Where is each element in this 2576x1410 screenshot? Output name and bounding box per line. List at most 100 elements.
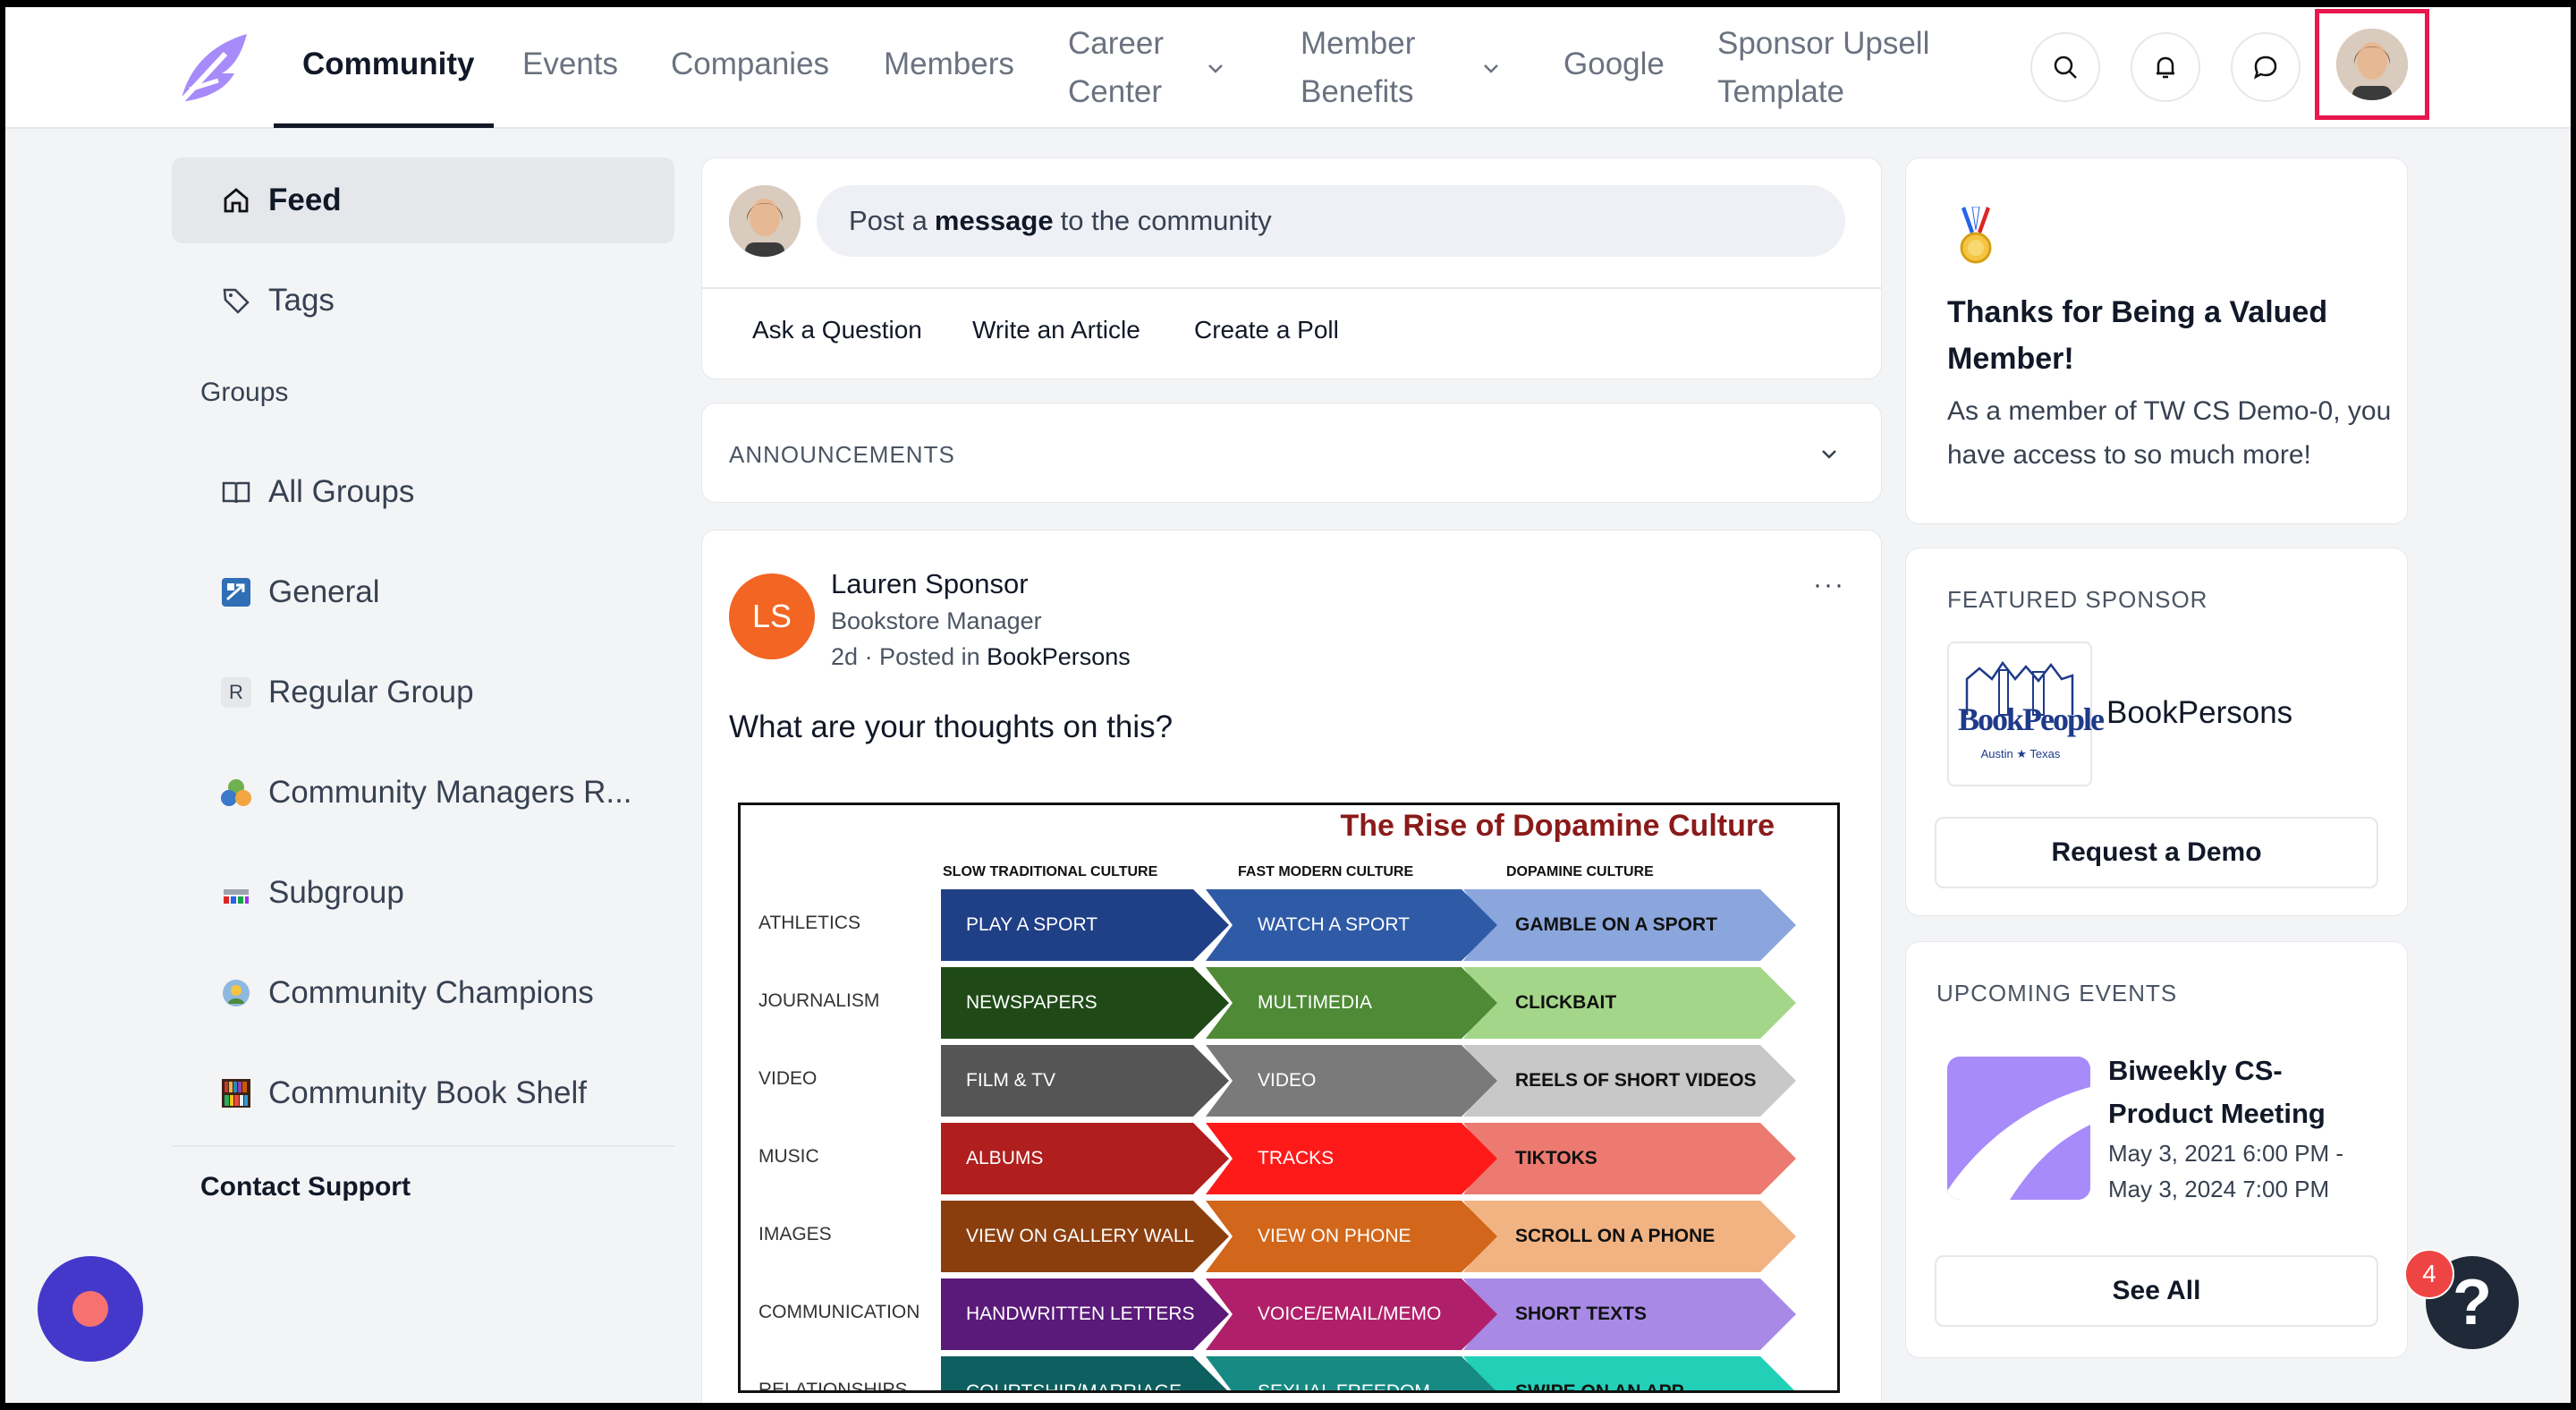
create-poll-button[interactable]: Create a Poll bbox=[1194, 316, 1339, 344]
sidebar-divider bbox=[172, 1145, 674, 1147]
general-group-icon bbox=[222, 578, 250, 607]
sponsor-logo-subtext: Austin ★ Texas bbox=[1980, 747, 2061, 760]
infographic-cell: WATCH A SPORT bbox=[1206, 889, 1497, 961]
help-button[interactable]: ? bbox=[2426, 1256, 2519, 1349]
upcoming-events-label: UPCOMING EVENTS bbox=[1936, 980, 2178, 1007]
infographic-cell: TRACKS bbox=[1206, 1123, 1497, 1194]
sidebar-item-label: Subgroup bbox=[268, 875, 404, 910]
infographic-cell: CLICKBAIT bbox=[1463, 967, 1796, 1039]
user-avatar-button[interactable] bbox=[2315, 9, 2429, 120]
write-article-button[interactable]: Write an Article bbox=[972, 316, 1140, 344]
post-group-link[interactable]: BookPersons bbox=[987, 643, 1131, 670]
sidebar-item-label: Community Champions bbox=[268, 975, 594, 1010]
nav-active-underline bbox=[274, 123, 494, 128]
question-mark-icon: ? bbox=[2453, 1267, 2492, 1338]
announcements-card[interactable]: ANNOUNCEMENTS bbox=[701, 403, 1882, 503]
sidebar-item-community-managers[interactable]: Community Managers R... bbox=[172, 750, 674, 836]
sidebar-item-feed[interactable]: Feed bbox=[172, 157, 674, 243]
sidebar-item-label: Community Book Shelf bbox=[268, 1075, 587, 1110]
nav-google[interactable]: Google bbox=[1563, 47, 1665, 81]
nav-members[interactable]: Members bbox=[884, 47, 1014, 81]
composer-divider bbox=[702, 287, 1881, 289]
sidebar-item-label: All Groups bbox=[268, 474, 415, 509]
nav-sponsor-upsell-template[interactable]: Sponsor Upsell Template bbox=[1717, 26, 1930, 109]
sidebar-item-label: Community Managers R... bbox=[268, 775, 632, 810]
event-date: May 3, 2021 6:00 PM - May 3, 2024 7:00 P… bbox=[2108, 1140, 2344, 1202]
post-meta: 2d · Posted in BookPersons bbox=[831, 643, 1131, 671]
event-thumbnail[interactable] bbox=[1947, 1057, 2090, 1200]
sidebar-item-community-champions[interactable]: Community Champions bbox=[172, 950, 674, 1036]
book-icon bbox=[222, 481, 250, 504]
nav-community[interactable]: Community bbox=[302, 47, 475, 81]
nav-career-center[interactable]: Career Center bbox=[1068, 20, 1247, 116]
sidebar-item-tags[interactable]: Tags bbox=[172, 258, 674, 344]
infographic-column-header: FAST MODERN CULTURE bbox=[1238, 864, 1414, 879]
infographic-cell: FILM & TV bbox=[941, 1045, 1229, 1117]
help-notification-badge: 4 bbox=[2404, 1249, 2454, 1299]
composer-placeholder-suffix: to the community bbox=[1060, 205, 1272, 236]
sidebar-item-label: Regular Group bbox=[268, 675, 474, 709]
bookshelf-icon bbox=[222, 1079, 250, 1108]
search-button[interactable] bbox=[2030, 32, 2100, 102]
see-all-events-button[interactable]: See All bbox=[1935, 1255, 2378, 1327]
record-dot-icon bbox=[72, 1291, 108, 1327]
infographic-cell: SCROLL ON A PHONE bbox=[1463, 1201, 1796, 1272]
sidebar-item-label: Tags bbox=[268, 283, 335, 318]
sponsor-name[interactable]: BookPersons bbox=[2106, 695, 2293, 730]
event-title[interactable]: Biweekly CS-Product Meeting bbox=[2108, 1055, 2326, 1129]
sponsor-logo[interactable]: BookPeople Austin ★ Texas bbox=[1947, 641, 2105, 786]
sidebar-item-regular-group[interactable]: R Regular Group bbox=[172, 650, 674, 735]
infographic-cell: VOICE/EMAIL/MEMO bbox=[1206, 1278, 1497, 1350]
tag-icon bbox=[223, 288, 250, 314]
sponsor-logo-text: BookPeople bbox=[1958, 701, 2105, 737]
brand-logo-icon[interactable] bbox=[172, 27, 256, 111]
chat-icon bbox=[2253, 55, 2277, 80]
upcoming-events-card: UPCOMING EVENTS Biweekly CS-Product Meet… bbox=[1905, 941, 2408, 1358]
post-author-name[interactable]: Lauren Sponsor bbox=[831, 568, 1029, 599]
nav-companies[interactable]: Companies bbox=[671, 47, 830, 81]
ask-question-button[interactable]: Ask a Question bbox=[752, 316, 922, 344]
feed-post-card: LS Lauren Sponsor Bookstore Manager 2d ·… bbox=[701, 530, 1882, 1403]
sidebar-item-community-book-shelf[interactable]: Community Book Shelf bbox=[172, 1050, 674, 1136]
infographic-cell: MULTIMEDIA bbox=[1206, 967, 1497, 1039]
post-time: 2d bbox=[831, 643, 859, 670]
infographic-cell: VIDEO bbox=[1206, 1045, 1497, 1117]
sidebar-item-subgroup[interactable]: Subgroup bbox=[172, 850, 674, 936]
infographic-row-label: JOURNALISM bbox=[758, 990, 880, 1011]
contact-support-link[interactable]: Contact Support bbox=[200, 1172, 411, 1202]
notifications-button[interactable] bbox=[2131, 32, 2200, 102]
infographic-row-label: VIDEO bbox=[758, 1068, 818, 1089]
infographic-cell: ALBUMS bbox=[941, 1123, 1229, 1194]
infographic-title: The Rise of Dopamine Culture bbox=[1340, 809, 1775, 843]
sidebar-item-all-groups[interactable]: All Groups bbox=[172, 449, 674, 535]
infographic-cell: NEWSPAPERS bbox=[941, 967, 1229, 1039]
bell-icon bbox=[2157, 56, 2174, 79]
messages-button[interactable] bbox=[2231, 32, 2301, 102]
sidebar-item-general[interactable]: General bbox=[172, 549, 674, 635]
post-message-input[interactable]: Post a message to the community bbox=[817, 185, 1845, 257]
request-demo-button[interactable]: Request a Demo bbox=[1935, 817, 2378, 888]
medal-icon bbox=[1960, 207, 1992, 264]
infographic-cell: SWIPE ON AN APP bbox=[1463, 1356, 1796, 1393]
nav-events[interactable]: Events bbox=[522, 47, 618, 81]
composer-avatar bbox=[729, 185, 801, 257]
chat-launcher-button[interactable] bbox=[38, 1256, 143, 1362]
infographic-cell: REELS OF SHORT VIDEOS bbox=[1463, 1045, 1796, 1117]
infographic-cell: HANDWRITTEN LETTERS bbox=[941, 1278, 1229, 1350]
infographic-row-label: RELATIONSHIPS bbox=[758, 1380, 908, 1393]
announcements-label: ANNOUNCEMENTS bbox=[729, 441, 955, 468]
post-posted-in: · Posted in bbox=[864, 643, 980, 670]
post-image-infographic[interactable]: The Rise of Dopamine Culture SLOW TRADIT… bbox=[738, 803, 1840, 1393]
post-more-options-button[interactable]: ··· bbox=[1813, 570, 1845, 599]
top-navigation-bar: Community Events Companies Members Caree… bbox=[5, 7, 2571, 129]
post-author-avatar[interactable]: LS bbox=[729, 573, 815, 659]
featured-sponsor-label: FEATURED SPONSOR bbox=[1947, 586, 2208, 613]
thanks-title: Thanks for Being a Valued Member! bbox=[1947, 295, 2328, 376]
featured-sponsor-card: FEATURED SPONSOR BookPeople Austin ★ Tex… bbox=[1905, 548, 2408, 916]
infographic-cell: VIEW ON GALLERY WALL bbox=[941, 1201, 1229, 1272]
nav-member-benefits[interactable]: Member Benefits bbox=[1301, 20, 1515, 116]
sidebar-item-label: Feed bbox=[268, 183, 342, 217]
sidebar-item-label: General bbox=[268, 574, 380, 609]
user-avatar bbox=[2336, 29, 2408, 100]
infographic-cell: SEXUAL FREEDOM bbox=[1206, 1356, 1497, 1393]
